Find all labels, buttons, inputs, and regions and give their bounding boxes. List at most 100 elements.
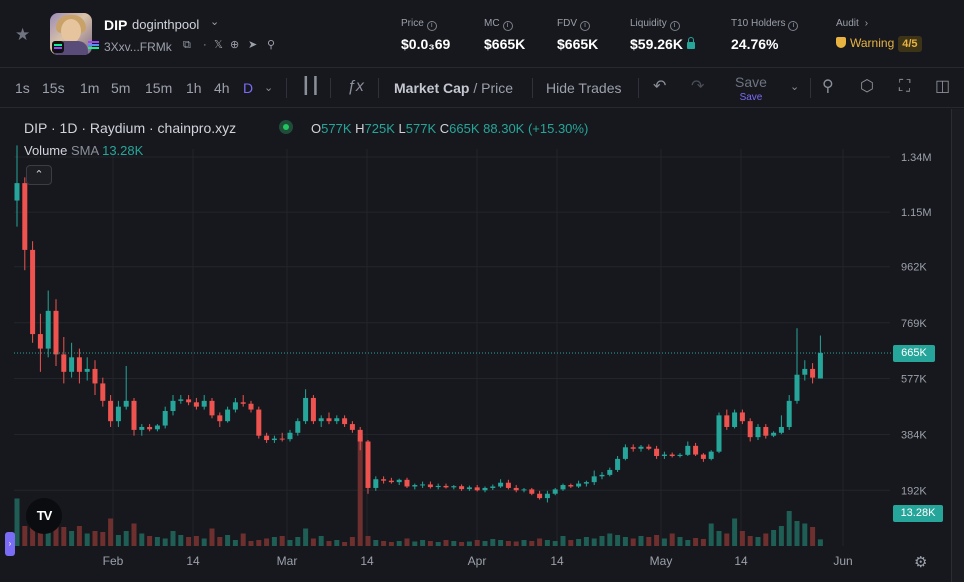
timeframe-1h[interactable]: 1h <box>186 80 202 96</box>
volume-bar <box>287 540 293 546</box>
ohlc-open: 577K <box>321 121 352 136</box>
hide-trades-button[interactable]: Hide Trades <box>546 80 622 96</box>
info-icon[interactable]: i <box>669 21 680 31</box>
volume-bar <box>334 540 340 546</box>
candle-body <box>209 400 215 416</box>
save-label: Save <box>735 74 767 90</box>
volume-label: Volume <box>24 143 68 158</box>
candle-body <box>381 479 387 481</box>
volume-bar <box>139 533 145 546</box>
ohlc-close: 665K <box>449 121 480 136</box>
candle-body <box>84 368 90 372</box>
candle-body <box>170 400 176 412</box>
search-icon[interactable]: ⚲ <box>267 39 276 51</box>
timeframe-15s[interactable]: 15s <box>42 80 65 96</box>
redo-icon[interactable]: ↷ <box>691 78 705 95</box>
volume-bar <box>498 540 504 546</box>
collapse-legend-button[interactable]: ⌃ <box>26 165 52 185</box>
candle-body <box>685 445 691 455</box>
volume-bar <box>654 535 660 546</box>
info-icon[interactable]: i <box>502 21 513 31</box>
volume-bar <box>326 541 332 546</box>
candle-body <box>763 426 769 436</box>
x-social-icon[interactable]: 𝕏 <box>214 39 223 51</box>
candle-body <box>287 432 293 440</box>
price-label: / Price <box>473 80 514 96</box>
settings-hex-icon[interactable]: ⬡ <box>860 78 874 95</box>
y-axis-tick-label: 192K <box>901 485 927 497</box>
camera-icon[interactable]: ◫ <box>935 78 951 95</box>
candle-body <box>240 402 246 404</box>
token-avatar[interactable] <box>50 13 92 55</box>
volume-bar <box>318 536 324 546</box>
stat-liquidity-value: $59.26K <box>630 36 683 52</box>
candle-body <box>700 454 706 459</box>
volume-bar <box>755 537 761 546</box>
volume-bar <box>232 540 238 546</box>
candlestick-chart[interactable]: 1.34M 1.15M 962K 769K 577K 384K 192K Feb 14 Mar 14… <box>0 109 951 582</box>
candlestick-icon[interactable]: ┃┃ <box>301 78 321 95</box>
chevron-down-icon[interactable]: ⌄ <box>210 16 220 28</box>
candle-body <box>115 406 121 422</box>
audit-score-badge: 4/5 <box>898 36 922 52</box>
quick-search-icon[interactable]: ⚲ <box>822 78 834 95</box>
stat-audit[interactable]: Audit › Warning 4/5 <box>836 18 922 52</box>
token-address: 3Xxv...FRMk <box>104 40 172 54</box>
volume-bar <box>622 537 628 546</box>
candle-body <box>248 403 254 410</box>
toolbar-divider <box>638 78 639 98</box>
timeframe-5m[interactable]: 5m <box>111 80 131 96</box>
candle-body <box>349 424 355 430</box>
copy-icon[interactable]: ⧉ <box>183 39 191 51</box>
save-button[interactable]: Save Save <box>735 75 767 105</box>
candle-body <box>264 435 270 441</box>
globe-icon[interactable]: ⊕ <box>230 39 240 51</box>
info-icon[interactable]: i <box>580 21 590 31</box>
token-symbol: DIP <box>104 17 128 33</box>
stat-mc-value: $665K <box>484 36 526 52</box>
market-cap-price-toggle[interactable]: Market Cap / Price <box>394 80 513 96</box>
indicators-icon[interactable]: ƒx <box>347 78 364 95</box>
star-icon[interactable]: ★ <box>15 25 31 44</box>
timeframe-1m[interactable]: 1m <box>80 80 100 96</box>
candle-body <box>69 357 75 372</box>
timeframe-4h[interactable]: 4h <box>214 80 230 96</box>
chevron-down-icon[interactable]: ⌄ <box>264 82 274 94</box>
gear-icon[interactable]: ⚙ <box>914 554 928 571</box>
candle-body <box>92 368 98 384</box>
side-panel-toggle[interactable]: › <box>5 532 15 556</box>
fullscreen-icon[interactable]: ⛶ <box>899 78 911 95</box>
candle-body <box>435 485 441 488</box>
timeframe-1s[interactable]: 1s <box>15 80 30 96</box>
telegram-icon[interactable]: ➤ <box>248 39 258 51</box>
tradingview-logo[interactable]: TV <box>26 498 62 534</box>
current-volume-tag: 13.28K <box>893 505 943 522</box>
volume-bar <box>365 536 371 546</box>
volume-bar <box>279 536 285 546</box>
x-axis-tick-label: Feb <box>103 554 124 568</box>
stat-liquidity: Liquidity i $59.26K <box>630 18 695 52</box>
volume-bar <box>700 539 706 546</box>
candle-body <box>45 310 51 349</box>
candle-body <box>310 397 316 422</box>
volume-bar <box>677 537 683 546</box>
timeframe-d[interactable]: D <box>243 80 254 96</box>
volume-bar <box>739 531 745 546</box>
undo-icon[interactable]: ↶ <box>653 78 667 95</box>
avatar-face-shape <box>61 19 81 43</box>
volume-bar <box>295 537 301 546</box>
info-icon[interactable]: i <box>788 21 799 31</box>
stat-holders-label: T10 Holders <box>731 18 786 29</box>
candle-body <box>599 474 605 477</box>
candle-body <box>786 400 792 427</box>
info-icon[interactable]: i <box>426 21 437 31</box>
ohlc-low-key: L <box>398 121 406 136</box>
chart-area[interactable]: 1.34M 1.15M 962K 769K 577K 384K 192K Feb 14 Mar 14… <box>0 109 964 582</box>
candle-body <box>708 451 714 459</box>
volume-bar <box>123 531 129 546</box>
chevron-down-icon[interactable]: ⌄ <box>790 81 800 93</box>
stat-fdv-label: FDV <box>557 18 577 29</box>
candle-body <box>443 485 449 488</box>
timeframe-15m[interactable]: 15m <box>145 80 173 96</box>
current-price-tag: 665K <box>893 345 935 362</box>
